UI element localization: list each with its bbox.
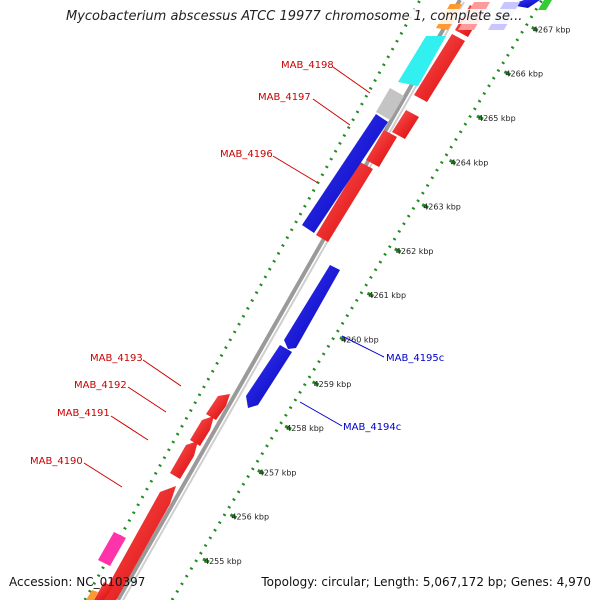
label-mab-4198[interactable]: MAB_4198 <box>281 60 334 71</box>
label-mab-4194c[interactable]: MAB_4194c <box>343 422 401 433</box>
gene-arrow-cyan[interactable] <box>398 36 446 86</box>
ruler-tick-label: 4260 kbp <box>341 336 379 345</box>
ruler-tick-label: 4263 kbp <box>423 203 461 212</box>
ruler-tick <box>394 247 402 254</box>
ruler-tick-label: 4255 kbp <box>204 557 242 566</box>
label-mab-4196[interactable]: MAB_4196 <box>220 149 273 160</box>
ruler-tick-label: 4265 kbp <box>478 114 516 123</box>
ruler-labels: 4255 kbp 4256 kbp 4257 kbp 4258 kbp 4259 kbp… <box>204 25 571 566</box>
leader-mab-4190 <box>83 462 123 488</box>
gene-arrow-blue-large[interactable] <box>302 114 388 233</box>
ruler-tick-label: 4266 kbp <box>505 70 543 79</box>
ruler-tick-label: 4262 kbp <box>396 247 434 256</box>
ruler-tick <box>202 557 210 564</box>
map-title: Mycobacterium abscessus ATCC 19977 chrom… <box>62 9 527 24</box>
gene-arrow-mab-4197[interactable] <box>366 130 397 167</box>
ruler-tick <box>531 26 539 32</box>
gene-arrow-top-1[interactable] <box>414 34 465 102</box>
ruler-tick <box>311 380 320 387</box>
ruler-tick <box>257 469 265 475</box>
ruler-ticks <box>202 26 539 564</box>
ruler-tick-label: 4256 kbp <box>231 513 269 522</box>
ruler-tick-label: 4258 kbp <box>286 424 324 433</box>
leader-mab-4192 <box>127 386 167 413</box>
gene-arrow-magenta[interactable] <box>98 532 126 566</box>
gene-arrow-orange-bottom[interactable] <box>86 590 98 600</box>
gene-arrow-mab-4192[interactable] <box>190 416 214 446</box>
gene-arrow-mab-4191[interactable] <box>170 441 198 479</box>
leader-mab-4196 <box>272 155 319 184</box>
ruler-tick <box>366 291 375 298</box>
inner-dotted-ruler <box>170 0 544 600</box>
gene-arrow-gray[interactable] <box>376 88 404 120</box>
ruler-tick <box>448 158 457 165</box>
ruler-tick <box>503 70 512 77</box>
label-mab-4191[interactable]: MAB_4191 <box>57 408 110 419</box>
gene-labels: MAB_4198 MAB_4197 MAB_4196 MAB_4193 MAB_… <box>30 60 444 467</box>
ruler-tick <box>476 114 484 121</box>
label-mab-4193[interactable]: MAB_4193 <box>90 353 143 364</box>
gene-arrow-green-top[interactable] <box>538 0 552 10</box>
ruler-tick-label: 4259 kbp <box>314 380 352 389</box>
ruler-tick <box>421 203 429 209</box>
label-mab-4192[interactable]: MAB_4192 <box>74 380 127 391</box>
gene-arrow-mab-4198[interactable] <box>392 110 419 139</box>
label-mab-4197[interactable]: MAB_4197 <box>258 92 311 103</box>
leader-mab-4191 <box>110 415 149 441</box>
leader-mab-4194c <box>299 401 343 427</box>
gene-arrow-mab-4194c[interactable] <box>246 345 292 408</box>
genome-backbone-shadow <box>121 1 465 600</box>
gene-arrow-mab-4193[interactable] <box>206 394 230 420</box>
gene-arrow-bottom-partial[interactable] <box>94 582 113 600</box>
ruler-tick <box>284 424 292 431</box>
topology-summary: Topology: circular; Length: 5,067,172 bp… <box>261 575 591 589</box>
gene-arrow-mab-4195c[interactable] <box>284 265 340 349</box>
genome-backbone <box>116 0 462 600</box>
gene-arrow-mab-4190[interactable] <box>100 486 176 600</box>
outer-dotted-ruler <box>83 0 422 600</box>
label-leader-lines <box>83 66 385 488</box>
label-mab-4190[interactable]: MAB_4190 <box>30 456 83 467</box>
leader-mab-4193 <box>142 359 182 387</box>
ruler-tick-label: 4267 kbp <box>533 25 571 34</box>
leader-mab-4198 <box>332 66 371 94</box>
leader-mab-4197 <box>312 98 351 126</box>
leader-mab-4195c <box>341 335 385 358</box>
ruler-tick-label: 4261 kbp <box>368 291 406 300</box>
gene-arrow-mab-4196[interactable] <box>316 162 373 242</box>
reverse-strand-genes <box>246 0 540 408</box>
ruler-tick-label: 4257 kbp <box>259 468 297 477</box>
ruler-tick-label: 4264 kbp <box>451 158 489 167</box>
ruler-tick <box>229 513 238 520</box>
ruler-tick <box>339 336 347 342</box>
label-mab-4195c[interactable]: MAB_4195c <box>386 353 444 364</box>
accession-text: Accession: NC_010397 <box>9 575 146 589</box>
